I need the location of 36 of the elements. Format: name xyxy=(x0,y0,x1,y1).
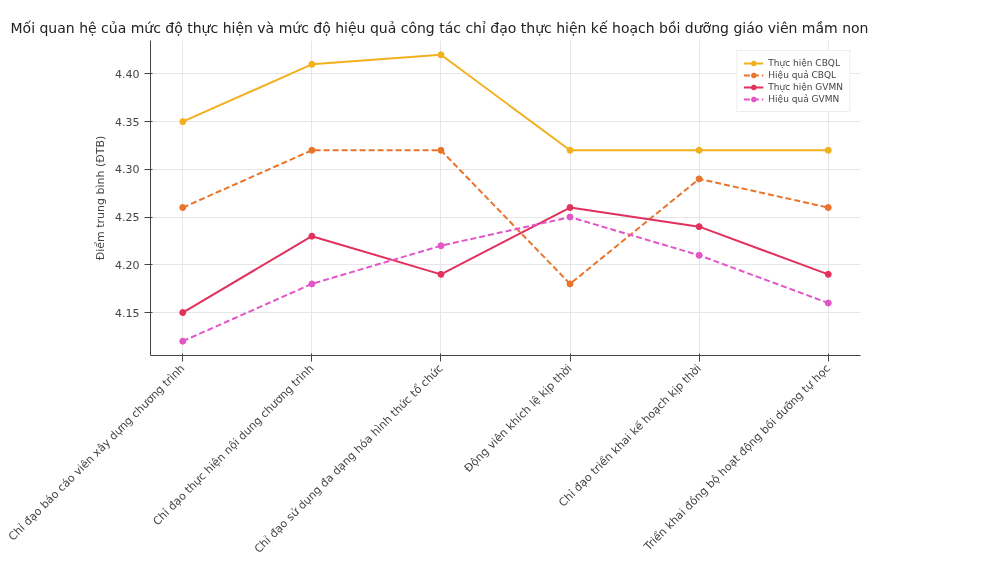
y-tick-label: 4.30 xyxy=(115,163,140,177)
legend-label: Hiệu quả CBQL xyxy=(768,69,837,81)
point xyxy=(566,146,574,154)
point xyxy=(179,337,187,345)
y-axis-title: Điểm trung bình (ĐTB) xyxy=(94,135,108,261)
point xyxy=(566,280,574,288)
point xyxy=(566,213,574,221)
point xyxy=(179,118,187,126)
point xyxy=(824,146,832,154)
point xyxy=(695,223,703,231)
point xyxy=(308,232,316,240)
point xyxy=(437,146,445,154)
point xyxy=(308,280,316,288)
point xyxy=(695,175,703,183)
point xyxy=(308,60,316,68)
y-tick-label: 4.35 xyxy=(115,115,140,129)
y-tick-label: 4.25 xyxy=(115,211,140,225)
y-tick-label: 4.40 xyxy=(115,67,140,81)
legend-label: Hiệu quả GVMN xyxy=(768,93,840,105)
point xyxy=(566,204,574,212)
point xyxy=(437,51,445,59)
legend-label: Thực hiện GVMN xyxy=(768,81,843,93)
y-tick-label: 4.15 xyxy=(115,306,140,320)
point xyxy=(179,204,187,212)
point xyxy=(824,204,832,212)
point xyxy=(437,242,445,250)
point xyxy=(437,270,445,278)
point xyxy=(695,251,703,259)
point xyxy=(824,299,832,307)
point xyxy=(308,146,316,154)
y-tick-label: 4.20 xyxy=(115,258,140,272)
legend-label: Thực hiện CBQL xyxy=(768,57,840,69)
chart-title: Mối quan hệ của mức độ thực hiện và mức độ hiệu quả công tác chỉ đạo thực hiện kế hoạch bồi dưỡng giáo viên mầm non xyxy=(10,19,869,36)
point xyxy=(695,146,703,154)
point xyxy=(179,309,187,317)
point xyxy=(824,270,832,278)
